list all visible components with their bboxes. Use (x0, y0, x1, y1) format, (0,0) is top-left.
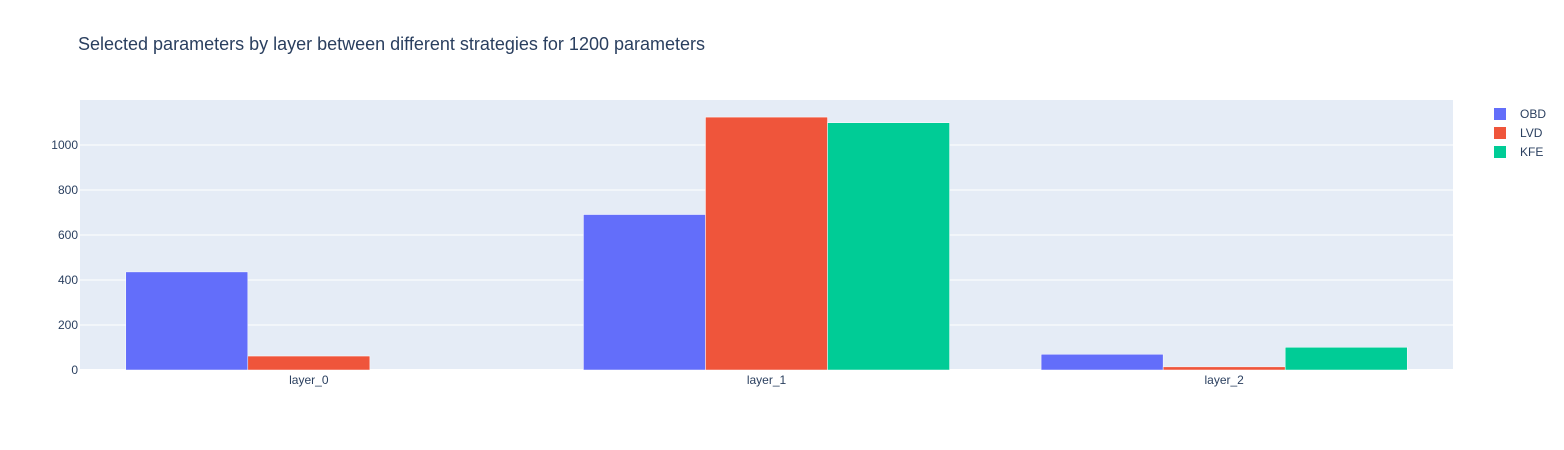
bar-lvd-layer_2[interactable] (1162, 366, 1286, 371)
legend-label: KFE (1520, 145, 1543, 159)
bar-obd-layer_0[interactable] (125, 271, 249, 371)
y-axis-ticks: 0 200 400 600 800 1000 (51, 138, 78, 377)
y-tick-label: 0 (71, 363, 78, 377)
chart-title: Selected parameters by layer between dif… (78, 34, 705, 54)
bar-lvd-layer_1[interactable] (705, 116, 828, 371)
legend-item-lvd[interactable]: LVD (1494, 126, 1543, 140)
y-tick-label: 600 (58, 228, 78, 242)
y-tick-label: 1000 (51, 138, 78, 152)
legend-label: LVD (1520, 126, 1543, 140)
legend-swatch (1494, 146, 1506, 158)
x-tick-label: layer_0 (289, 373, 329, 387)
legend-item-kfe[interactable]: KFE (1494, 145, 1543, 159)
x-tick-label: layer_1 (747, 373, 787, 387)
y-tick-label: 200 (58, 318, 78, 332)
legend[interactable]: OBD LVD KFE (1494, 107, 1546, 159)
bar-obd-layer_1[interactable] (583, 214, 706, 371)
bar-kfe-layer_1[interactable] (827, 122, 950, 371)
bar-kfe-layer_2[interactable] (1284, 347, 1408, 371)
bar-obd-layer_2[interactable] (1040, 354, 1164, 371)
legend-swatch (1494, 108, 1506, 120)
y-tick-label: 400 (58, 273, 78, 287)
legend-label: OBD (1520, 107, 1546, 121)
x-tick-label: layer_2 (1204, 373, 1244, 387)
legend-swatch (1494, 127, 1506, 139)
legend-item-obd[interactable]: OBD (1494, 107, 1546, 121)
y-tick-label: 800 (58, 183, 78, 197)
x-axis-ticks: layer_0 layer_1 layer_2 (289, 373, 1244, 387)
bars (125, 116, 1408, 371)
bar-lvd-layer_0[interactable] (247, 355, 371, 371)
